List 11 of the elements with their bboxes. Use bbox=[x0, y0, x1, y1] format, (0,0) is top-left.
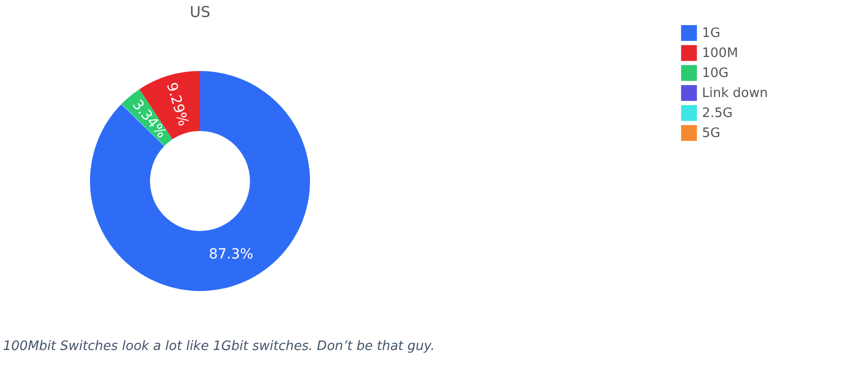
data-label: 9.29% bbox=[162, 80, 192, 128]
legend-label: 1G bbox=[702, 26, 720, 41]
legend-label: 10G bbox=[702, 66, 729, 81]
chart-title: US bbox=[190, 3, 210, 21]
legend-label: 2.5G bbox=[702, 106, 733, 121]
legend-label: 100M bbox=[702, 46, 738, 61]
legend-label: Link down bbox=[702, 86, 768, 101]
text: 100Mbit Switches look a lot like 1Gbit switches. Don’t be that guy. bbox=[3, 339, 435, 354]
donut-slice bbox=[90, 71, 310, 291]
data-label: 87.3% bbox=[208, 246, 254, 263]
legend-label: 5G bbox=[702, 126, 720, 141]
